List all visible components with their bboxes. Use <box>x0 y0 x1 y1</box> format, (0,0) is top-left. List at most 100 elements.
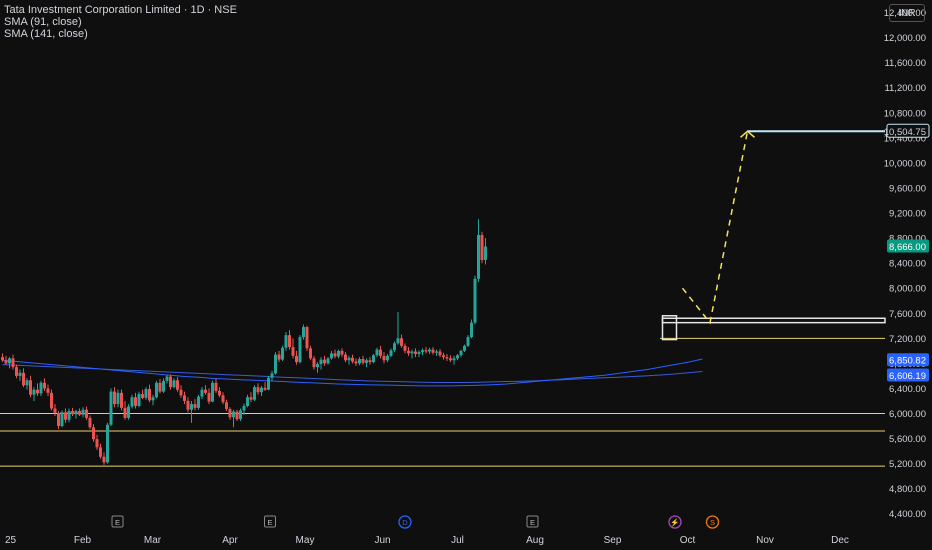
y-tick-label: 7,200.00 <box>889 334 926 345</box>
candle-body <box>431 349 435 353</box>
candle-body <box>263 387 267 390</box>
y-tick-label: 9,600.00 <box>889 183 926 194</box>
candle-body <box>407 350 410 354</box>
x-axis-label: Apr <box>222 535 238 546</box>
candle-body <box>340 350 344 355</box>
candle-body <box>113 391 116 405</box>
currency-button[interactable]: INR <box>889 4 925 22</box>
candle-body <box>347 357 351 361</box>
candle-body <box>396 338 400 344</box>
candle-body <box>351 357 354 362</box>
candle-body <box>466 337 470 346</box>
candle-body <box>127 406 130 418</box>
candle-body <box>57 412 60 427</box>
candle-body <box>386 355 389 361</box>
candle-body <box>137 394 141 406</box>
candle-body <box>274 354 277 374</box>
y-tick-label: 5,200.00 <box>889 459 926 470</box>
candle-body <box>323 359 326 364</box>
candle-body <box>484 246 487 260</box>
candle-body <box>365 360 368 363</box>
candle-body <box>53 408 57 413</box>
candle-body <box>379 349 382 356</box>
candle-body <box>235 411 239 420</box>
candle-body <box>200 389 204 397</box>
candle-body <box>183 395 186 401</box>
target-price-label: 10,504.75 <box>884 127 926 138</box>
candle-body <box>99 447 102 457</box>
candle-body <box>445 357 449 359</box>
candle-body <box>333 353 337 357</box>
candle-body <box>428 349 431 352</box>
candle-body <box>298 337 302 363</box>
candle-body <box>60 412 64 427</box>
y-tick-label: 11,200.00 <box>884 83 926 94</box>
candle-body <box>144 389 148 398</box>
candle-body <box>165 376 169 381</box>
candle-body <box>123 407 127 418</box>
candle-body <box>239 410 242 420</box>
y-tick-label: 10,800.00 <box>884 108 926 119</box>
candle-body <box>253 387 256 400</box>
chart-legend: Tata Investment Corporation Limited · 1D… <box>4 4 237 40</box>
session-marker-glyph: S <box>710 518 715 527</box>
candle-body <box>141 394 144 398</box>
candle-body <box>302 327 305 338</box>
candle-body <box>358 358 361 364</box>
session-icon <box>705 515 720 529</box>
candle-body <box>39 382 43 394</box>
candle-body <box>193 404 197 408</box>
candle-body <box>284 335 288 348</box>
candle-body <box>330 353 333 359</box>
candle-body <box>4 360 8 364</box>
candle-body <box>288 335 291 348</box>
x-axis-label: Jun <box>374 535 390 546</box>
candle-body <box>81 409 85 415</box>
candle-body <box>435 351 438 353</box>
candle-body <box>64 412 67 420</box>
candle-body <box>11 358 15 368</box>
candle-body <box>120 392 123 408</box>
candle-body <box>29 380 32 395</box>
candle-body <box>207 392 211 402</box>
x-axis-label: Jul <box>451 535 464 546</box>
candle-body <box>36 389 39 394</box>
candle-body <box>295 355 298 363</box>
candle-body <box>71 410 74 415</box>
candle-body <box>291 347 295 356</box>
split-marker-glyph: ⚡ <box>670 518 679 527</box>
earnings-icon <box>526 515 539 528</box>
candle-body <box>417 352 421 354</box>
candle-body <box>470 322 473 338</box>
x-axis-label: Aug <box>526 535 544 546</box>
candle-body <box>473 278 477 323</box>
candle-body <box>424 350 428 352</box>
candle-body <box>393 343 396 351</box>
candle-body <box>316 364 319 368</box>
x-axis-label: Nov <box>756 535 774 546</box>
candle-body <box>67 410 71 420</box>
sma91-legend[interactable]: SMA (91, close) <box>4 16 82 28</box>
candle-body <box>242 405 246 411</box>
candle-body <box>312 358 316 368</box>
candle-body <box>190 404 193 410</box>
candle-body <box>400 338 403 346</box>
candle-body <box>281 347 284 360</box>
candle-body <box>421 350 424 353</box>
y-tick-label: 12,400.00 <box>884 8 926 19</box>
candle-body <box>456 355 459 359</box>
y-tick-label: 10,000.00 <box>884 158 926 169</box>
candle-body <box>197 396 200 408</box>
candle-body <box>382 355 386 361</box>
candle-body <box>50 392 53 409</box>
candle-body <box>172 380 176 388</box>
sma141-legend[interactable]: SMA (141, close) <box>4 28 88 40</box>
zone-box <box>661 315 678 341</box>
candle-body <box>225 402 228 410</box>
candle-body <box>463 345 466 351</box>
candle-body <box>337 350 340 357</box>
candle-body <box>410 351 414 354</box>
symbol-title[interactable]: Tata Investment Corporation Limited · 1D… <box>4 4 237 16</box>
